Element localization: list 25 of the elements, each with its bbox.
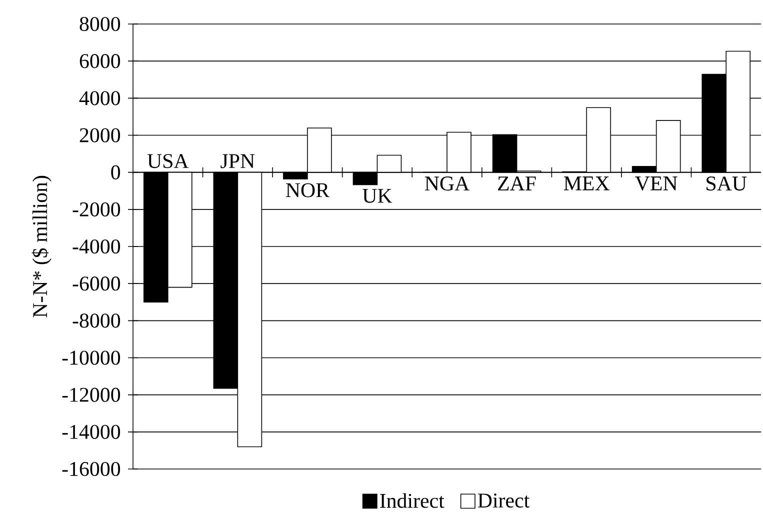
y-tick-label: 8000: [80, 16, 120, 32]
y-tick-label: 6000: [80, 54, 120, 68]
y-tick-label: 2000: [80, 128, 120, 142]
y-tick-label: -2000: [72, 202, 120, 216]
x-tick-label: NOR: [286, 183, 330, 198]
y-tick-label: -16000: [62, 462, 120, 476]
y-tick-label: -12000: [62, 388, 120, 402]
legend-label: Direct: [478, 494, 530, 508]
x-tick-label: UK: [362, 188, 392, 203]
x-tick-label: ZAF: [498, 176, 536, 190]
x-tick-label: USA: [147, 154, 189, 168]
y-tick-label: 0: [111, 165, 120, 180]
x-tick-label: NGA: [424, 176, 470, 191]
y-axis-title: N-N* ($ million): [32, 176, 52, 318]
x-tick-label: VEN: [635, 176, 678, 191]
y-tick-label: -8000: [72, 314, 120, 328]
y-tick-label: -14000: [62, 424, 120, 439]
y-tick-label: -10000: [62, 350, 120, 365]
legend-label: Indirect: [380, 493, 444, 508]
x-tick-label: JPN: [220, 154, 255, 168]
x-tick-label: SAU: [706, 176, 747, 191]
y-tick-label: 4000: [79, 91, 120, 106]
x-tick-label: MEX: [564, 176, 610, 190]
y-tick-label: -6000: [72, 276, 120, 291]
y-tick-label: -4000: [72, 239, 120, 254]
